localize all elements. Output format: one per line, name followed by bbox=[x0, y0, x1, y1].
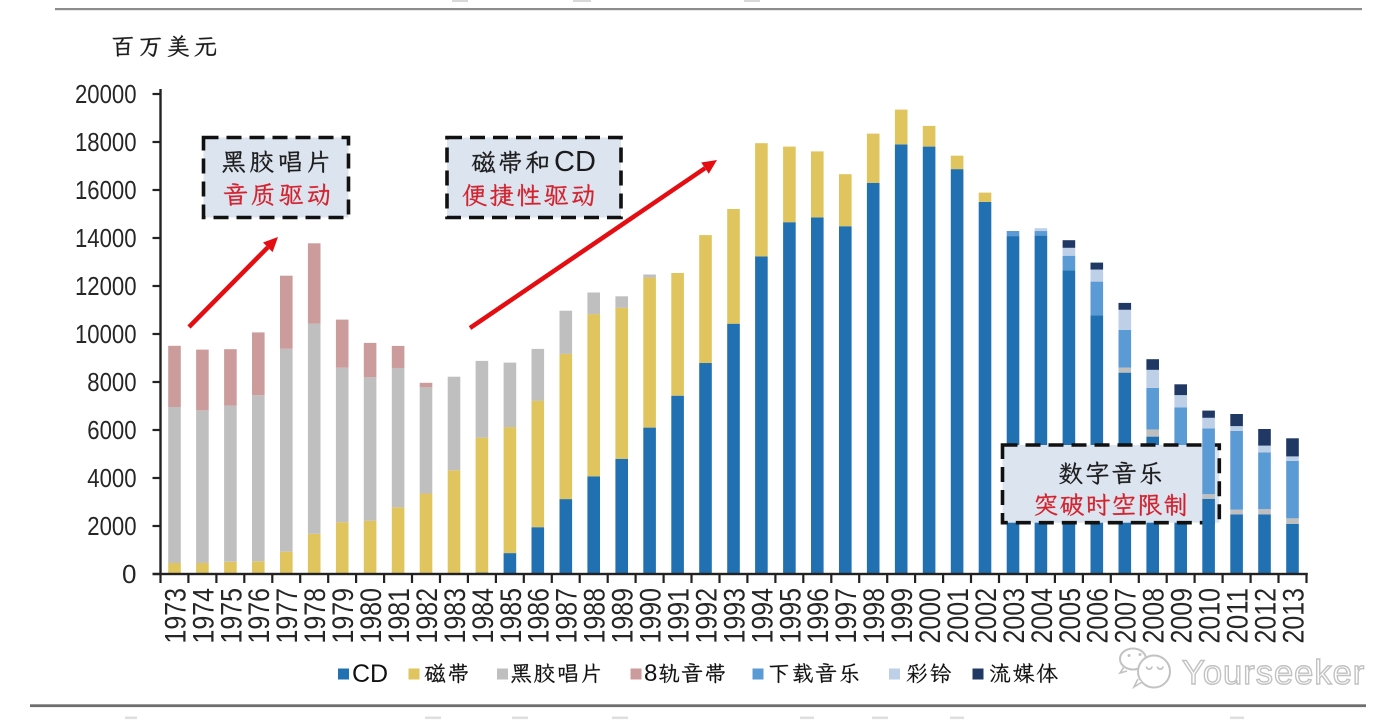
svg-text:1998: 1998 bbox=[858, 588, 891, 644]
svg-text:2006: 2006 bbox=[1082, 588, 1115, 644]
svg-text:1989: 1989 bbox=[607, 588, 640, 644]
svg-text:1999: 1999 bbox=[886, 588, 919, 644]
svg-text:1992: 1992 bbox=[690, 588, 723, 644]
svg-text:1996: 1996 bbox=[802, 588, 835, 644]
svg-text:1994: 1994 bbox=[746, 588, 779, 644]
svg-text:1976: 1976 bbox=[243, 588, 276, 644]
svg-text:1977: 1977 bbox=[271, 588, 304, 644]
svg-text:2000: 2000 bbox=[914, 588, 947, 644]
svg-text:2001: 2001 bbox=[942, 588, 975, 644]
svg-text:1985: 1985 bbox=[495, 588, 528, 644]
svg-text:4000: 4000 bbox=[87, 463, 136, 493]
svg-text:0: 0 bbox=[122, 559, 136, 589]
svg-text:2005: 2005 bbox=[1054, 588, 1087, 644]
svg-text:12000: 12000 bbox=[75, 271, 137, 301]
svg-text:8: 8 bbox=[644, 660, 657, 687]
svg-text:1993: 1993 bbox=[718, 588, 751, 644]
svg-text:1997: 1997 bbox=[830, 588, 863, 644]
svg-text:16000: 16000 bbox=[75, 175, 137, 205]
svg-text:1990: 1990 bbox=[635, 588, 668, 644]
svg-text:2007: 2007 bbox=[1110, 588, 1143, 644]
svg-text:10000: 10000 bbox=[75, 319, 137, 349]
svg-text:20000: 20000 bbox=[75, 79, 137, 109]
svg-text:1975: 1975 bbox=[215, 588, 248, 644]
svg-text:1979: 1979 bbox=[327, 588, 360, 644]
svg-text:1986: 1986 bbox=[523, 588, 556, 644]
svg-text:1973: 1973 bbox=[159, 588, 192, 644]
svg-text:1983: 1983 bbox=[439, 588, 472, 644]
svg-text:2013: 2013 bbox=[1277, 588, 1310, 644]
svg-text:1982: 1982 bbox=[411, 588, 444, 644]
svg-text:2009: 2009 bbox=[1166, 588, 1199, 644]
svg-text:2011: 2011 bbox=[1222, 588, 1255, 644]
svg-text:2004: 2004 bbox=[1026, 588, 1059, 644]
svg-text:1981: 1981 bbox=[383, 588, 416, 644]
svg-text:CD: CD bbox=[352, 660, 388, 688]
svg-text:2008: 2008 bbox=[1138, 588, 1171, 644]
svg-text:1978: 1978 bbox=[299, 588, 332, 644]
svg-text:1984: 1984 bbox=[467, 588, 500, 644]
svg-text:1980: 1980 bbox=[355, 588, 388, 644]
svg-text:1974: 1974 bbox=[187, 588, 220, 644]
svg-text:6000: 6000 bbox=[87, 415, 136, 445]
svg-text:2002: 2002 bbox=[970, 588, 1003, 644]
svg-text:2003: 2003 bbox=[998, 588, 1031, 644]
svg-text:18000: 18000 bbox=[75, 127, 137, 157]
svg-text:1987: 1987 bbox=[551, 588, 584, 644]
svg-text:2000: 2000 bbox=[87, 511, 136, 541]
svg-text:2012: 2012 bbox=[1249, 588, 1282, 644]
svg-text:1991: 1991 bbox=[663, 588, 696, 644]
svg-text:14000: 14000 bbox=[75, 223, 137, 253]
svg-text:8000: 8000 bbox=[87, 367, 136, 397]
svg-text:CD: CD bbox=[554, 146, 596, 178]
svg-text:Yourseeker: Yourseeker bbox=[1182, 654, 1365, 692]
svg-text:1988: 1988 bbox=[579, 588, 612, 644]
svg-text:2010: 2010 bbox=[1194, 588, 1227, 644]
svg-text:1995: 1995 bbox=[774, 588, 807, 644]
